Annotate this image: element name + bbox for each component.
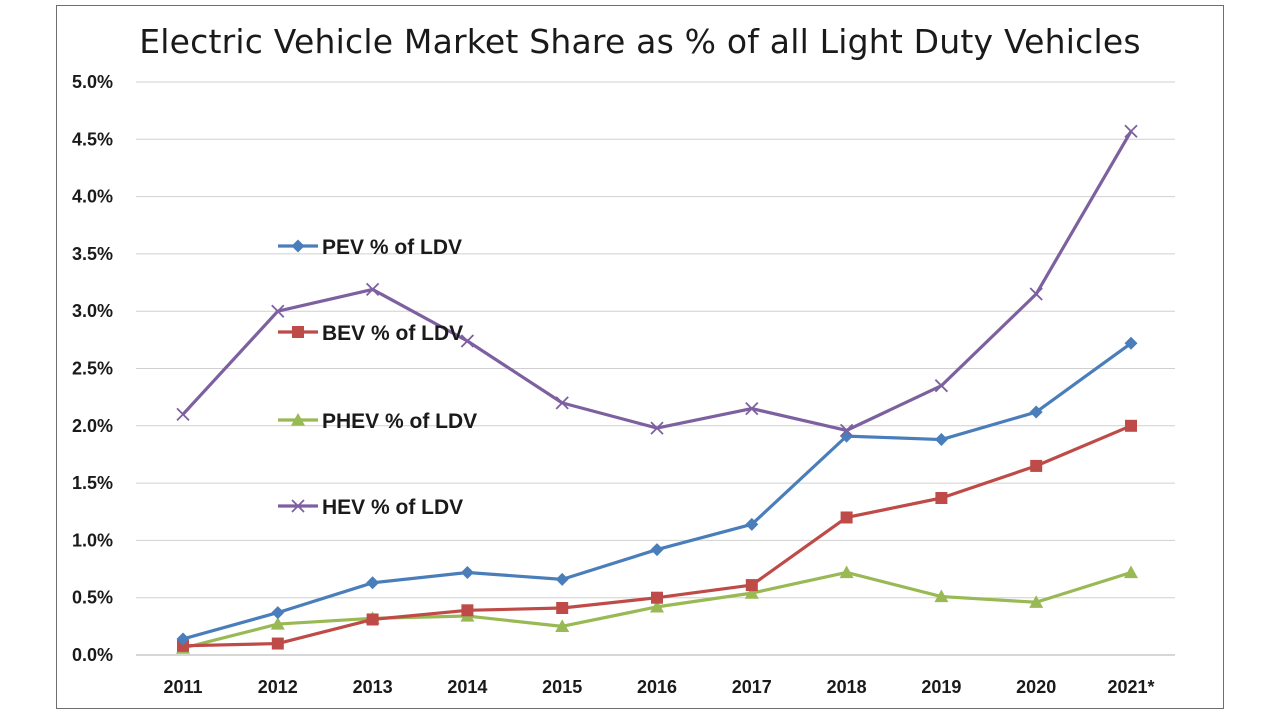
data-point — [366, 613, 379, 626]
y-tick-label: 0.0% — [72, 645, 113, 665]
data-point — [291, 499, 305, 513]
data-point — [271, 637, 284, 650]
x-tick-label: 2012 — [258, 677, 298, 697]
legend-item: HEV % of LDV — [278, 496, 463, 519]
data-point — [840, 511, 853, 524]
series-line — [182, 424, 1132, 648]
gridlines — [136, 81, 1175, 656]
data-point — [744, 586, 759, 599]
x-tick-label: 2013 — [353, 677, 393, 697]
data-point — [839, 423, 854, 438]
data-point — [271, 304, 285, 318]
data-point — [651, 591, 663, 604]
data-point — [556, 602, 569, 615]
data-point — [291, 413, 305, 426]
data-point — [292, 326, 304, 338]
chart-title: Electric Vehicle Market Share as % of al… — [139, 22, 1141, 61]
data-point — [461, 604, 474, 617]
data-point — [176, 632, 190, 646]
data-point — [934, 379, 949, 393]
chart-frame — [56, 5, 1224, 709]
legend-label: PEV % of LDV — [322, 236, 462, 259]
y-tick-label: 1.5% — [72, 473, 113, 493]
legend-item: PEV % of LDV — [278, 236, 462, 259]
y-tick-label: 2.5% — [72, 359, 113, 379]
data-point — [745, 517, 759, 531]
y-tick-label: 4.5% — [72, 129, 113, 149]
data-point — [365, 282, 380, 297]
data-point — [555, 396, 569, 410]
x-tick-label: 2020 — [1016, 677, 1056, 697]
series-hev — [176, 124, 1138, 438]
data-point — [1029, 405, 1043, 419]
data-point — [271, 606, 285, 620]
series-phev — [176, 565, 1138, 654]
y-tick-label: 3.0% — [72, 301, 113, 321]
data-point — [1029, 595, 1044, 608]
data-point — [555, 572, 569, 586]
data-point — [555, 619, 570, 632]
x-tick-label: 2017 — [732, 677, 772, 697]
data-point — [1124, 124, 1138, 138]
data-point — [1029, 287, 1043, 301]
y-tick-label: 4.0% — [72, 187, 113, 207]
y-tick-label: 2.0% — [72, 416, 113, 436]
data-point — [650, 543, 664, 557]
series-line — [181, 130, 1133, 432]
legend: PEV % of LDV BEV % of LDV PHEV % of LDV HEV… — [278, 236, 477, 519]
data-point — [650, 599, 664, 613]
y-tick-label: 1.0% — [72, 530, 113, 550]
data-point — [745, 401, 759, 416]
x-tick-label: 2018 — [827, 677, 867, 697]
data-point — [270, 617, 285, 630]
legend-item: PHEV % of LDV — [278, 410, 477, 433]
data-point — [935, 491, 948, 504]
data-point — [1124, 336, 1138, 350]
x-tick-label: 2014 — [447, 677, 487, 697]
data-point — [1030, 459, 1043, 472]
data-point — [176, 407, 190, 421]
data-point — [934, 589, 949, 603]
x-tick-label: 2016 — [637, 677, 677, 697]
y-tick-label: 3.5% — [72, 244, 113, 264]
x-tick-label: 2011 — [163, 677, 202, 697]
data-point — [1124, 565, 1138, 579]
x-tick-label: 2015 — [542, 677, 582, 697]
data-point — [650, 421, 664, 435]
data-point — [177, 639, 189, 652]
data-point — [291, 239, 305, 253]
data-point — [366, 576, 380, 590]
data-point — [745, 579, 758, 592]
data-point — [1125, 419, 1137, 432]
data-point — [460, 334, 475, 348]
y-tick-label: 5.0% — [72, 72, 113, 92]
series-pev — [176, 336, 1138, 646]
series-bev — [177, 419, 1137, 652]
legend-label: BEV % of LDV — [322, 322, 463, 345]
legend-label: PHEV % of LDV — [322, 410, 477, 433]
y-tick-label: 0.5% — [72, 588, 113, 608]
x-tick-label: 2021* — [1107, 677, 1154, 697]
legend-item: BEV % of LDV — [278, 322, 463, 345]
legend-label: HEV % of LDV — [322, 496, 463, 519]
data-point — [839, 565, 854, 579]
x-tick-label: 2019 — [921, 677, 961, 697]
data-point — [934, 433, 948, 447]
data-point — [460, 565, 474, 579]
